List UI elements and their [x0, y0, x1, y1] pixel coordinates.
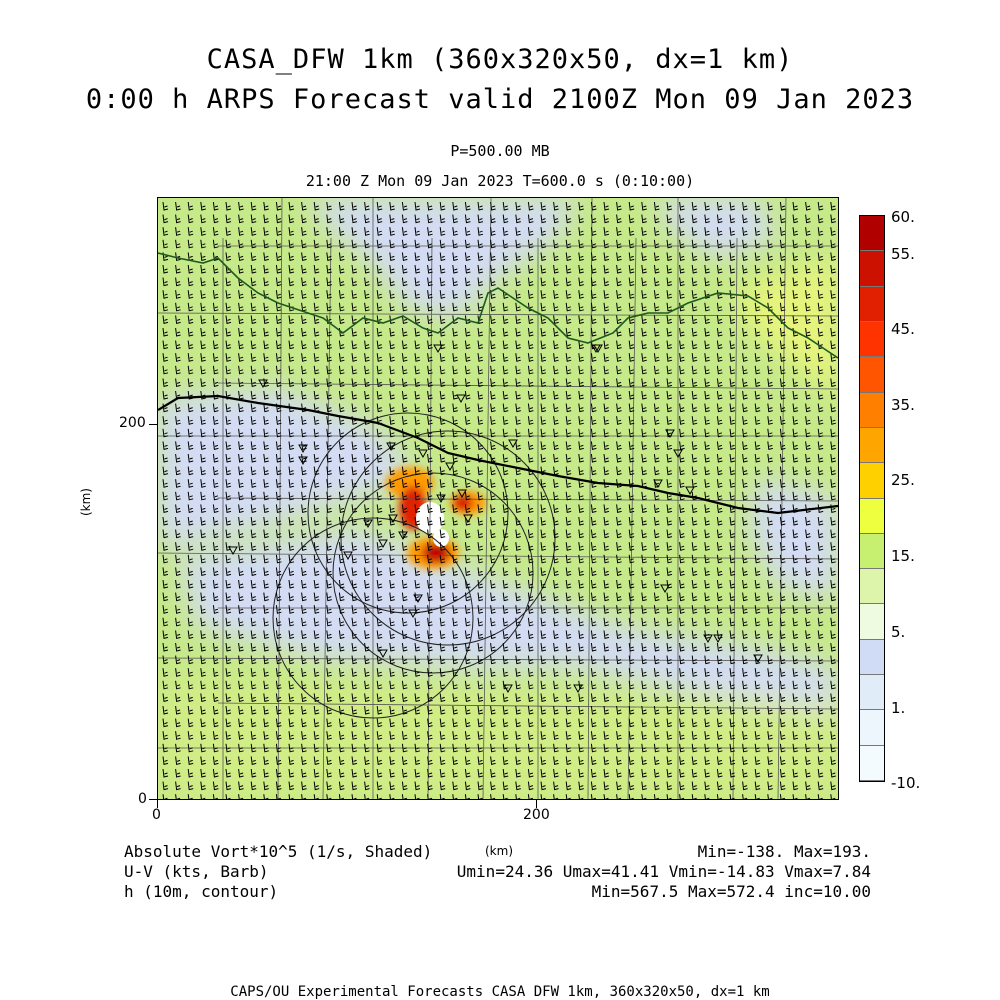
colorbar-label: 55. — [891, 245, 915, 263]
y-tick-label-200: 200 — [119, 415, 146, 431]
x-axis-label: (km) — [485, 844, 514, 858]
colorbar-segment — [860, 604, 884, 640]
colorbar-segment — [860, 216, 884, 252]
red-river-boundary — [158, 252, 838, 359]
colorbar-segment — [860, 675, 884, 711]
x-tick-label-0: 0 — [152, 807, 161, 823]
colorbar-segment — [860, 569, 884, 605]
pressure-level: P=500.00 MB — [450, 142, 550, 160]
colorbar-label: 35. — [891, 396, 915, 414]
colorbar-segment — [860, 745, 884, 781]
legend-field-height: h (10m, contour) — [124, 882, 279, 901]
valid-time: 21:00 Z Mon 09 Jan 2023 T=600.0 s (0:10:… — [305, 172, 695, 190]
colorbar-label: 15. — [891, 547, 915, 565]
x-tick-mark-200 — [536, 800, 537, 808]
map-canvas — [158, 198, 838, 799]
high-vorticity-core — [386, 467, 486, 569]
colorbar-segment — [860, 392, 884, 428]
title-line-2: 0:00 h ARPS Forecast valid 2100Z Mon 09 … — [85, 84, 915, 115]
colorbar-segment — [860, 427, 884, 464]
y-tick-mark-0 — [149, 799, 157, 800]
colorbar-label: 60. — [891, 208, 915, 226]
x-tick-label-200: 200 — [523, 807, 550, 823]
footer-credit: CAPS/OU Experimental Forecasts CASA DFW … — [230, 984, 770, 1000]
colorbar-segment — [860, 321, 884, 358]
legend-field-vorticity: Absolute Vort*10^5 (1/s, Shaded) — [124, 842, 433, 861]
y-tick-label-0: 0 — [138, 791, 147, 807]
colorbar-label: 1. — [891, 699, 906, 717]
colorbar-segment — [860, 498, 884, 534]
stats-wind: Umin=24.36 Umax=41.41 Vmin=-14.83 Vmax=7… — [456, 862, 871, 881]
colorbar-segment — [860, 463, 884, 499]
colorbar-segment — [860, 639, 884, 676]
colorbar-label: 25. — [891, 471, 915, 489]
colorbar-segment — [860, 251, 884, 287]
colorbar-segment — [860, 533, 884, 570]
stats-height: Min=567.5 Max=572.4 inc=10.00 — [591, 882, 871, 901]
y-axis-label: (km) — [79, 487, 94, 517]
forecast-map — [157, 197, 839, 800]
observation-markers — [228, 344, 763, 694]
legend-field-wind: U-V (kts, Barb) — [124, 862, 269, 881]
colorbar-segment — [860, 286, 884, 322]
y-tick-mark-200 — [149, 424, 157, 425]
colorbar-segment — [860, 357, 884, 393]
colorbar-label: -10. — [891, 774, 921, 792]
colorbar-segment — [860, 710, 884, 746]
colorbar — [859, 215, 885, 782]
x-tick-mark-0 — [157, 800, 158, 808]
colorbar-label: 45. — [891, 320, 915, 338]
title-line-1: CASA_DFW 1km (360x320x50, dx=1 km) — [206, 44, 794, 75]
wind-barbs — [162, 201, 836, 799]
stats-vorticity: Min=-138. Max=193. — [697, 842, 871, 861]
county-boundaries — [158, 198, 838, 799]
colorbar-label: 5. — [891, 623, 906, 641]
height-contour-570 — [158, 394, 838, 515]
